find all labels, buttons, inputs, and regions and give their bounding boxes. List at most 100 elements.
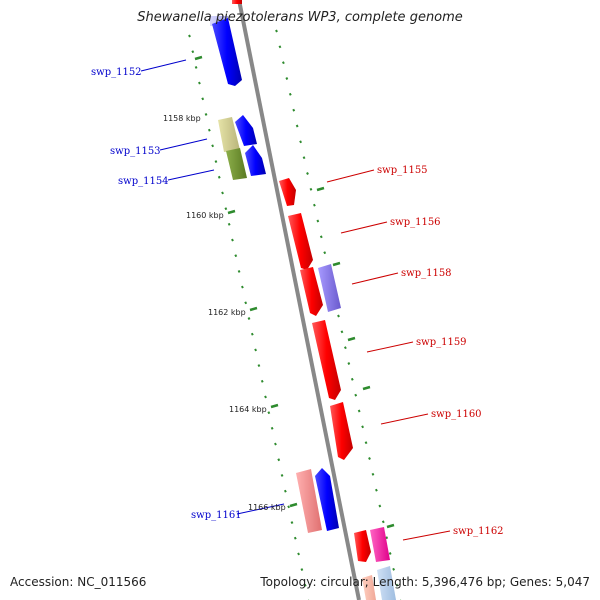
tick-mark <box>274 442 277 446</box>
tick-mark <box>191 50 195 54</box>
tick-mark <box>392 567 396 571</box>
scale-label: 1160 kbp <box>186 211 224 220</box>
tick-mark <box>319 235 323 239</box>
tick-mark <box>381 520 385 524</box>
tick-mark <box>244 301 248 305</box>
gene-label-swp-1154[interactable]: swp_1154 <box>118 176 169 187</box>
gene-lightblue[interactable] <box>377 566 396 600</box>
tick-mark <box>288 92 292 96</box>
label-leader-lines <box>140 59 451 541</box>
tick-mark <box>207 128 211 132</box>
gene-labels: swp_1152 swp_1153 swp_1154 swp_1161 swp_… <box>91 67 504 537</box>
tick-mark <box>364 441 368 445</box>
gene-label-swp-1158[interactable]: swp_1158 <box>401 268 452 279</box>
tick-mark <box>316 219 320 223</box>
tick-mark <box>297 552 300 556</box>
tick-mark <box>312 203 316 207</box>
tick-mark <box>240 285 244 289</box>
tick-mark <box>260 379 264 383</box>
gene-label-swp-1159[interactable]: swp_1159 <box>416 337 467 348</box>
tick-mark <box>385 536 389 540</box>
gene-khaki[interactable] <box>218 117 240 152</box>
gene-swp-1158[interactable] <box>300 267 323 316</box>
tick-mark <box>293 536 297 540</box>
gene-label-swp-1155[interactable]: swp_1155 <box>377 165 428 176</box>
gene-label-swp-1160[interactable]: swp_1160 <box>431 409 482 420</box>
gene-label-swp-1156[interactable]: swp_1156 <box>390 217 441 228</box>
major-tick-mark <box>316 186 325 192</box>
tick-mark <box>357 409 361 413</box>
tick-mark <box>281 61 285 65</box>
tick-mark <box>395 583 399 587</box>
gene-olive[interactable] <box>226 148 247 180</box>
major-tick-mark <box>362 385 371 391</box>
major-tick-mark <box>270 403 279 409</box>
gene-swp-1152[interactable] <box>212 18 242 86</box>
tick-mark <box>194 65 198 69</box>
map-title: Shewanella piezotolerans WP3, complete g… <box>137 10 463 25</box>
tick-mark <box>354 393 358 397</box>
gene-features <box>210 0 396 600</box>
genome-backbone <box>237 0 361 600</box>
tick-mark <box>277 458 281 462</box>
gene-peach[interactable] <box>362 575 376 600</box>
tick-mark <box>292 108 296 112</box>
gene-swp-1161[interactable] <box>315 468 339 531</box>
scale-label: 1164 kbp <box>229 405 267 414</box>
gene-block[interactable] <box>232 0 242 4</box>
gene-block[interactable] <box>210 16 228 26</box>
tick-mark <box>388 552 392 555</box>
tick-mark <box>361 425 365 429</box>
major-tick-mark <box>386 523 395 529</box>
tick-mark <box>300 568 304 572</box>
tick-mark <box>337 314 340 318</box>
major-tick-mark <box>194 55 203 61</box>
major-tick-mark <box>332 261 341 267</box>
tick-mark <box>231 238 234 242</box>
gene-swp-1156[interactable] <box>288 213 313 270</box>
tick-mark <box>323 251 327 255</box>
tick-mark <box>295 124 299 128</box>
tick-mark <box>374 488 378 492</box>
tick-mark <box>201 97 205 101</box>
tick-mark <box>275 29 278 33</box>
tick-mark <box>347 362 351 365</box>
tick-mark <box>285 77 289 80</box>
gene-label-swp-1153[interactable]: swp_1153 <box>110 146 161 157</box>
tick-mark <box>290 521 294 524</box>
tick-mark <box>247 317 251 320</box>
gene-label-swp-1161[interactable]: swp_1161 <box>191 510 242 521</box>
tick-mark <box>267 411 271 415</box>
topology-text: Topology: circular; Length: 5,396,476 bp… <box>260 575 590 589</box>
tick-mark <box>257 364 261 368</box>
gene-swp-1153[interactable] <box>235 115 257 146</box>
gene-swp-1154[interactable] <box>245 145 266 176</box>
gene-swp-1160[interactable] <box>330 402 353 460</box>
tick-mark <box>303 583 307 587</box>
tick-mark <box>350 377 354 381</box>
tick-mark <box>214 160 218 164</box>
gene-label-swp-1162[interactable]: swp_1162 <box>453 526 504 537</box>
gene-swp-1155[interactable] <box>279 178 296 206</box>
gene-label-swp-1152[interactable]: swp_1152 <box>91 67 142 78</box>
tick-mark <box>188 34 191 38</box>
tick-mark <box>302 156 306 160</box>
tick-mark <box>299 140 303 144</box>
tick-mark <box>227 222 231 226</box>
tick-mark <box>198 81 201 85</box>
tick-mark <box>280 473 284 477</box>
gene-swp-1162[interactable] <box>370 527 390 562</box>
tick-mark <box>211 144 215 148</box>
tick-mark <box>224 207 228 211</box>
gene-red[interactable] <box>354 530 371 562</box>
accession-text: Accession: NC_011566 <box>10 575 147 589</box>
major-tick-mark <box>227 209 236 215</box>
scale-label: 1162 kbp <box>208 308 246 317</box>
gene-salmon[interactable] <box>296 469 322 533</box>
gene-swp-1159[interactable] <box>312 320 341 400</box>
scale-label: 1166 kbp <box>248 503 286 512</box>
scale-labels: 1158 kbp 1160 kbp 1162 kbp 1164 kbp 1166… <box>163 114 286 512</box>
gene-purple[interactable] <box>318 264 341 312</box>
major-tick-mark <box>289 502 298 508</box>
tick-mark <box>278 45 282 49</box>
